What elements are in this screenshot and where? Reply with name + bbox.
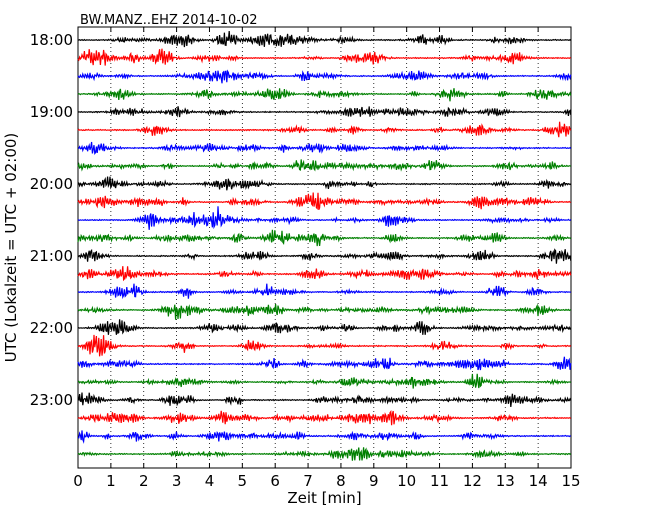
x-tick-label: 7 [303, 472, 313, 490]
x-tick-label: 0 [73, 472, 83, 490]
x-tick-label: 3 [172, 472, 182, 490]
seismic-trace [77, 248, 572, 264]
x-tick-label: 5 [238, 472, 248, 490]
seismic-trace [77, 229, 572, 247]
y-tick-label: 22:00 [30, 319, 73, 337]
seismic-trace [77, 206, 572, 230]
x-tick-label: 6 [270, 472, 280, 490]
seismic-trace [77, 192, 571, 211]
y-tick-label: 19:00 [30, 103, 73, 121]
x-axis-label: Zeit [min] [287, 489, 361, 507]
x-tick-label: 15 [561, 472, 580, 490]
y-tick-label: 20:00 [30, 175, 73, 193]
seismic-trace [77, 141, 572, 156]
seismic-trace [77, 266, 572, 282]
y-tick-label: 21:00 [30, 247, 73, 265]
seismic-trace [77, 283, 571, 300]
seismic-trace [77, 356, 572, 371]
seismic-trace [77, 159, 571, 172]
x-tick-label: 9 [369, 472, 379, 490]
x-tick-label: 2 [139, 472, 149, 490]
x-tick-label: 4 [205, 472, 215, 490]
seismic-trace [77, 30, 572, 48]
y-axis-label: UTC (Lokalzeit = UTC + 02:00) [2, 133, 20, 363]
chart-title: BW.MANZ..EHZ 2014-10-02 [80, 13, 258, 28]
y-tick-label: 23:00 [30, 391, 73, 409]
seismic-trace [77, 106, 572, 118]
seismic-trace [77, 334, 572, 357]
trace-layer [77, 30, 572, 461]
seismic-trace [77, 447, 572, 461]
x-tick-label: 11 [430, 472, 449, 490]
seismic-trace [77, 303, 572, 320]
tick-layer: 0 1 2 3 4 5 6 7 8 9 10 11 12 13 14 1518:0019:0020:0021:… [30, 27, 581, 490]
x-tick-label: 8 [336, 472, 346, 490]
seismic-trace [77, 319, 572, 335]
x-tick-label: 14 [529, 472, 548, 490]
x-tick-label: 10 [397, 472, 416, 490]
seismic-trace [77, 69, 572, 84]
seismic-trace [77, 409, 572, 426]
plot-frame [77, 26, 572, 469]
seismic-trace [77, 430, 571, 444]
seismic-trace [77, 48, 571, 66]
x-tick-label: 12 [463, 472, 482, 490]
seismic-trace [77, 373, 572, 389]
grid-layer [110, 27, 539, 468]
seismic-trace [77, 392, 572, 408]
seismic-trace [77, 176, 572, 191]
x-tick-label: 1 [106, 472, 116, 490]
seismic-trace [77, 88, 572, 102]
x-tick-label: 13 [496, 472, 515, 490]
y-tick-label: 18:00 [30, 31, 73, 49]
seismic-trace [77, 121, 572, 138]
